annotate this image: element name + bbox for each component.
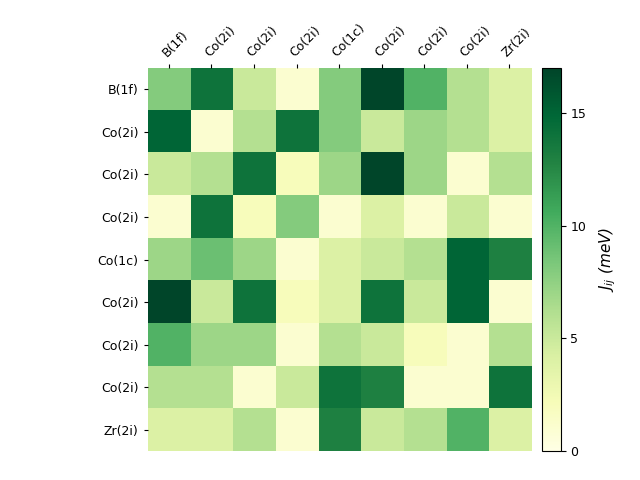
Y-axis label: $J_{ij}$ (meV): $J_{ij}$ (meV) (597, 227, 618, 292)
